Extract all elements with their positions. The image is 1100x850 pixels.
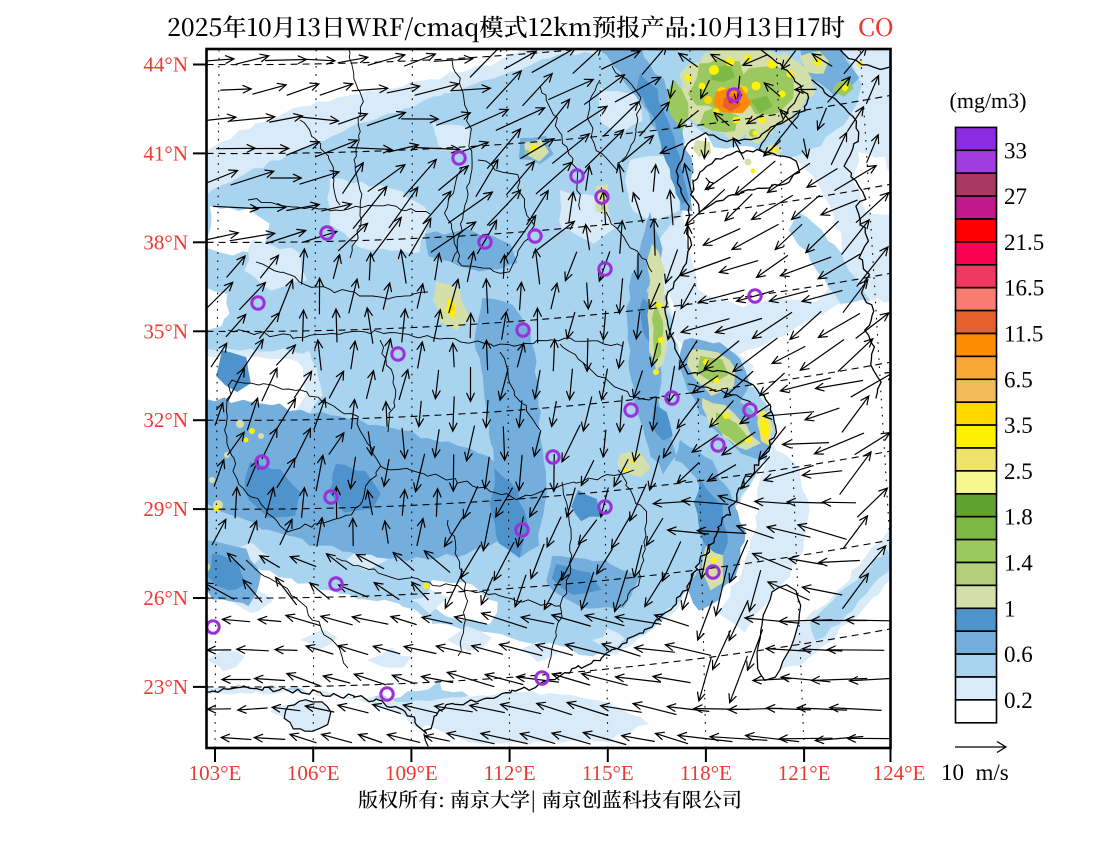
svg-text:26°N: 26°N — [143, 586, 188, 610]
svg-text:(mg/m3): (mg/m3) — [950, 88, 1027, 113]
svg-text:1: 1 — [1004, 596, 1016, 621]
svg-text:41°N: 41°N — [143, 141, 188, 165]
svg-text:16.5: 16.5 — [1004, 276, 1044, 301]
svg-text:10 m/s: 10 m/s — [941, 760, 1009, 785]
svg-text:124°E: 124°E — [873, 761, 926, 785]
svg-text:115°E: 115°E — [582, 761, 634, 785]
svg-text:11.5: 11.5 — [1004, 322, 1043, 347]
svg-text:27: 27 — [1004, 184, 1027, 209]
svg-text:2.5: 2.5 — [1004, 459, 1033, 484]
svg-text:6.5: 6.5 — [1004, 367, 1033, 392]
svg-text:35°N: 35°N — [143, 319, 188, 343]
svg-text:106°E: 106°E — [287, 761, 340, 785]
svg-text:0.6: 0.6 — [1004, 642, 1033, 667]
svg-text:44°N: 44°N — [143, 53, 188, 77]
svg-text:38°N: 38°N — [143, 230, 188, 254]
svg-text:23°N: 23°N — [143, 675, 188, 699]
svg-text:0.2: 0.2 — [1004, 688, 1033, 713]
svg-text:3.5: 3.5 — [1004, 413, 1033, 438]
svg-text:1.8: 1.8 — [1004, 505, 1033, 530]
svg-text:118°E: 118°E — [680, 761, 732, 785]
svg-text:32°N: 32°N — [143, 408, 188, 432]
svg-text:33: 33 — [1004, 138, 1027, 163]
svg-text:109°E: 109°E — [385, 761, 438, 785]
svg-text:29°N: 29°N — [143, 497, 188, 521]
svg-text:121°E: 121°E — [778, 761, 831, 785]
svg-text:103°E: 103°E — [189, 761, 242, 785]
svg-text:112°E: 112°E — [484, 761, 536, 785]
svg-text:21.5: 21.5 — [1004, 230, 1044, 255]
svg-text:1.4: 1.4 — [1004, 551, 1033, 576]
